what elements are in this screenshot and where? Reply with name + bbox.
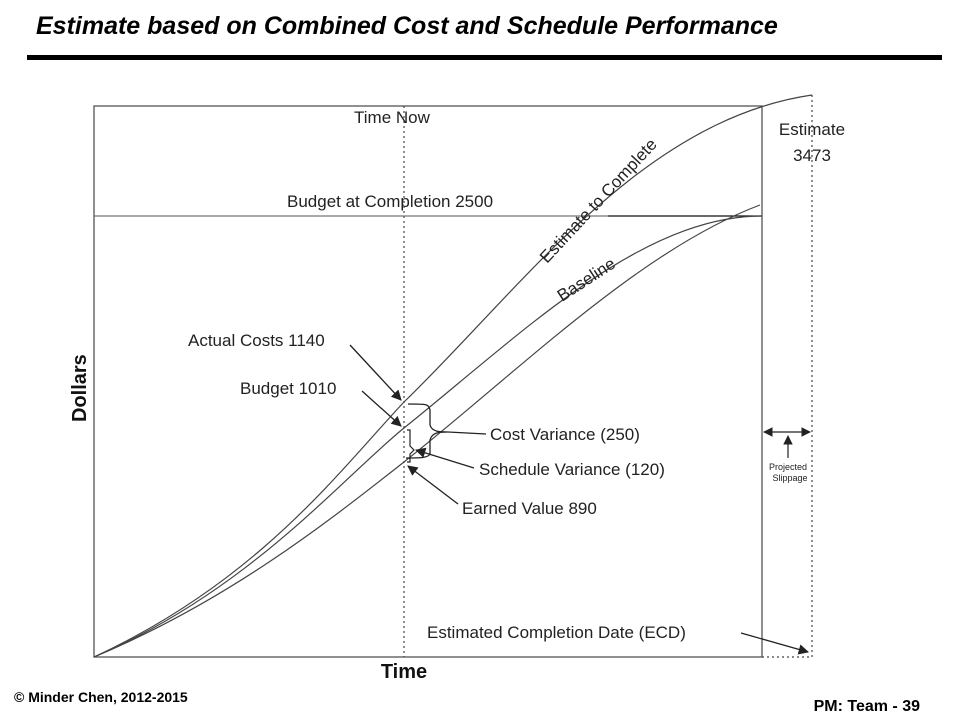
actual-costs-arrow [349,344,402,401]
x-axis-label: Time [381,661,427,683]
ecd-label: Estimated Completion Date (ECD) [427,623,686,642]
schedule-variance-arrow [415,447,475,469]
cost-variance-connector [447,431,487,435]
estimate-to-complete-label: Estimate to Complete [536,135,661,267]
earned-value-projection [403,204,761,463]
earned-value-arrow [407,465,459,505]
baseline-curve [93,215,763,658]
projected-slippage-label-1: Projected [769,462,807,472]
copyright-footer: © Minder Chen, 2012-2015 [14,689,188,705]
estimate-to-complete-curve [93,94,813,658]
schedule-variance-brace [407,429,415,463]
earned-value-curve [93,461,405,658]
earned-value-label: Earned Value 890 [462,499,597,518]
ecd-arrow [740,632,810,655]
actual-costs-label: Actual Costs 1140 [188,331,325,350]
estimate-label: Estimate [779,120,845,139]
budget-arrow [361,390,402,427]
time-now-label: Time Now [354,108,431,127]
page-number-footer: PM: Team - 39 [813,698,920,715]
cost-variance-label: Cost Variance (250) [490,425,640,444]
projected-slippage-label-2: Slippage [772,473,807,483]
schedule-variance-label: Schedule Variance (120) [479,460,665,479]
baseline-label: Baseline [554,254,619,305]
plot-frame [93,105,763,658]
budget-label: Budget 1010 [240,379,336,398]
budget-at-completion-label: Budget at Completion 2500 [287,192,493,211]
y-axis-label: Dollars [69,354,91,422]
estimate-value: 3473 [793,146,831,165]
title-divider [27,55,942,60]
slide-title: Estimate based on Combined Cost and Sche… [36,12,778,40]
